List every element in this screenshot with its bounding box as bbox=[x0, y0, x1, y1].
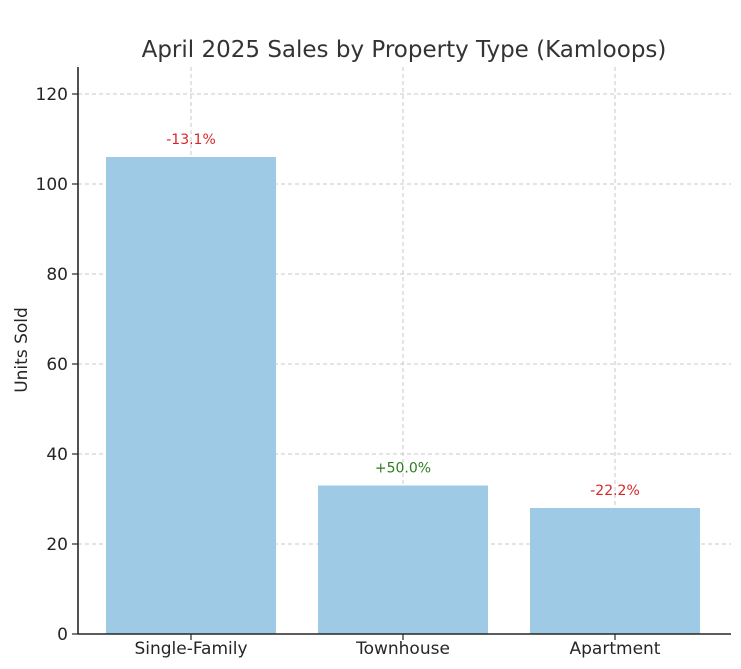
data-label: -13.1% bbox=[166, 132, 216, 148]
tick-labels: 0 20 40 60 80 100 120 Single-Family Townhouse Apa… bbox=[36, 85, 661, 659]
bar-apartment bbox=[530, 508, 700, 634]
chart-title: April 2025 Sales by Property Type (Kamlo… bbox=[142, 37, 667, 63]
y-tick-label: 40 bbox=[46, 445, 68, 465]
y-tick-label: 120 bbox=[36, 85, 68, 105]
y-tick-label: 0 bbox=[57, 625, 68, 645]
bar-single-family bbox=[106, 157, 276, 634]
data-labels: -13.1% +50.0% -22.2% bbox=[166, 132, 640, 499]
y-axis-label: Units Sold bbox=[12, 307, 32, 393]
y-tick-label: 60 bbox=[46, 355, 68, 375]
bar-townhouse bbox=[318, 485, 488, 634]
y-tick-label: 20 bbox=[46, 535, 68, 555]
y-tick-label: 100 bbox=[36, 175, 68, 195]
x-tick-label: Apartment bbox=[570, 639, 661, 659]
bars bbox=[106, 157, 700, 634]
data-label: -22.2% bbox=[590, 483, 640, 499]
axes bbox=[72, 67, 731, 640]
y-tick-label: 80 bbox=[46, 265, 68, 285]
data-label: +50.0% bbox=[375, 461, 431, 477]
x-tick-label: Single-Family bbox=[134, 639, 247, 659]
x-tick-label: Townhouse bbox=[355, 639, 450, 659]
